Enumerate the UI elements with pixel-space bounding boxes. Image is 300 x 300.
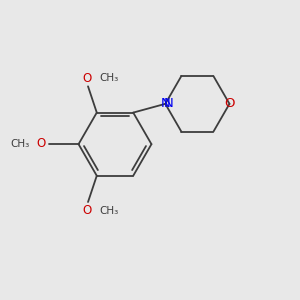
Text: CH₃: CH₃	[99, 73, 118, 82]
Text: CH₃: CH₃	[99, 206, 118, 216]
Text: O: O	[82, 204, 91, 217]
Text: N: N	[160, 97, 170, 110]
Text: O: O	[37, 137, 46, 150]
Text: O: O	[82, 72, 91, 85]
Text: N: N	[164, 97, 174, 110]
Text: CH₃: CH₃	[10, 139, 29, 148]
Text: O: O	[224, 97, 235, 110]
